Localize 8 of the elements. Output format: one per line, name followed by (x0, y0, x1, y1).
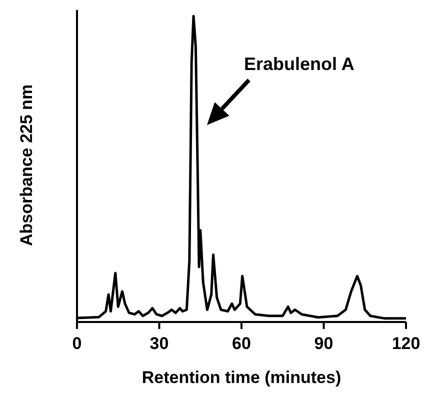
x-tick-label: 0 (72, 334, 82, 354)
y-axis-title: Absorbance 225 nm (17, 84, 36, 246)
annotation: Erabulenol A (244, 54, 354, 74)
x-tick-label: 30 (150, 334, 169, 354)
x-tick-label: 60 (232, 334, 251, 354)
x-axis-title: Retention time (minutes) (142, 368, 342, 387)
x-tick-label: 120 (392, 334, 420, 354)
x-tick-label: 90 (314, 334, 334, 354)
